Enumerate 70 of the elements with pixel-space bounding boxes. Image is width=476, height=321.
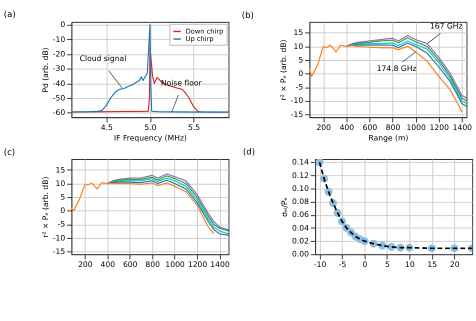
x-tick-label: 1000 — [406, 122, 426, 132]
y-tick-label: 0.00 — [292, 250, 310, 259]
x-tick-label: 5 — [384, 260, 390, 270]
y-tick-label: 5 — [298, 55, 304, 64]
y-tick-label: 0 — [60, 206, 66, 216]
y-tick-label: 0.06 — [292, 210, 310, 220]
chart-title: (a) — [4, 10, 16, 20]
annotation: Noise floor — [160, 78, 203, 88]
y-tick-label: -15 — [290, 110, 304, 119]
y-tick-label: -60 — [52, 108, 66, 118]
chart-title: (b) — [242, 11, 254, 22]
y-tick-label: 0.04 — [292, 223, 310, 232]
line-series — [71, 182, 214, 234]
y-tick-label: -30 — [52, 64, 66, 74]
y-axis-title: r² × Pₑ (arb. dB) — [279, 39, 288, 101]
x-tick-label: 5.5 — [188, 122, 200, 132]
annotation: Cloud signal — [80, 54, 126, 64]
annotation: 167 GHz — [430, 21, 463, 30]
y-tick-label: -10 — [52, 233, 66, 242]
x-tick-label: 600 — [122, 260, 138, 270]
annotation: 174.8 GHz — [376, 64, 417, 73]
y-tick-label: 10 — [56, 178, 66, 188]
y-tick-label: 0.02 — [292, 236, 310, 246]
y-axis-title: r² × Pₑ (arb. dB) — [41, 176, 50, 238]
x-tick-label: 1400 — [210, 260, 230, 270]
x-axis-title: IF Frequency (MHz) — [114, 133, 187, 142]
y-tick-label: -10 — [52, 34, 66, 44]
y-tick-label: -10 — [290, 96, 304, 106]
x-tick-label: 800 — [386, 122, 400, 132]
y-tick-label: -40 — [52, 78, 66, 88]
line-series — [309, 44, 462, 112]
y-tick-label: 10 — [294, 42, 304, 51]
x-tick-label: 600 — [362, 122, 378, 132]
y-tick-label: 0.14 — [292, 158, 310, 167]
x-tick-label: 20 — [450, 260, 460, 270]
y-axis-title: Pd (arb. dB) — [41, 47, 50, 93]
chart-title: (d) — [242, 148, 256, 158]
x-tick-label: -5 — [338, 260, 346, 270]
x-tick-label: 1000 — [165, 260, 185, 270]
chart-title: (c) — [4, 148, 16, 158]
x-tick-label: 1400 — [452, 122, 472, 132]
y-tick-label: 15 — [56, 165, 66, 174]
x-tick-label: 200 — [78, 260, 93, 270]
y-tick-label: 0.08 — [292, 197, 310, 206]
y-tick-label: 0.12 — [292, 170, 310, 180]
x-tick-label: 15 — [427, 260, 438, 270]
y-tick-label: 0.10 — [292, 184, 310, 193]
x-tick-label: 4.5 — [100, 122, 113, 132]
y-tick-label: 0 — [298, 68, 304, 78]
x-axis-title: Range (m) — [368, 133, 408, 142]
y-tick-label: 0 — [60, 20, 66, 30]
x-tick-label: 400 — [100, 260, 116, 270]
y-tick-label: 5 — [60, 192, 66, 202]
x-tick-label: 5.0 — [144, 122, 157, 132]
y-tick-label: -15 — [52, 246, 66, 256]
y-tick-label: 15 — [294, 28, 304, 38]
x-tick-label: 800 — [145, 260, 160, 270]
x-tick-label: 10 — [404, 260, 415, 270]
x-tick-label: 0 — [362, 260, 368, 270]
y-tick-label: -5 — [58, 220, 66, 229]
x-tick-label: 1200 — [188, 260, 208, 270]
y-tick-label: -5 — [296, 82, 304, 92]
x-tick-label: -10 — [314, 260, 326, 270]
y-tick-label: -20 — [52, 50, 66, 59]
x-tick-label: 1200 — [430, 122, 450, 132]
x-tick-label: 200 — [316, 122, 332, 132]
x-tick-label: 400 — [340, 122, 354, 132]
y-axis-title: σₑₗ/Pₑ — [280, 197, 290, 217]
line-series — [71, 24, 228, 113]
y-tick-label: -50 — [52, 93, 66, 102]
